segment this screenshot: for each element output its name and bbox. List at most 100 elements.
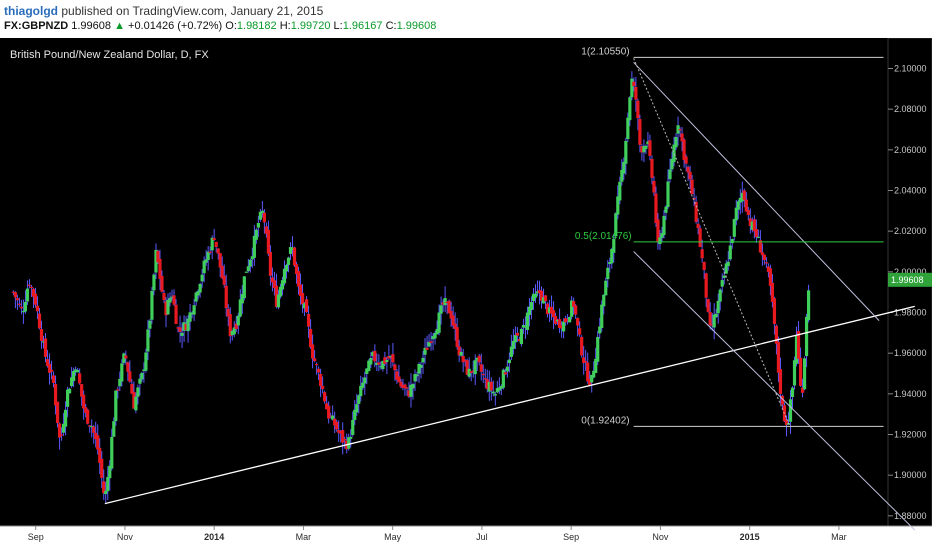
candle-body bbox=[539, 290, 544, 301]
candle-body bbox=[108, 465, 112, 479]
author-link[interactable]: thiagolgd bbox=[4, 4, 58, 18]
candle-body bbox=[63, 409, 68, 427]
candle-body bbox=[152, 274, 156, 291]
candle-body bbox=[395, 371, 399, 380]
low-label: L: bbox=[333, 20, 343, 32]
candle-body bbox=[369, 358, 373, 365]
candle-body bbox=[479, 364, 483, 372]
candle-body bbox=[465, 360, 469, 375]
candle-body bbox=[353, 409, 357, 420]
candle-body bbox=[359, 385, 363, 397]
candle-body bbox=[686, 166, 690, 173]
candle-body bbox=[246, 266, 250, 272]
candle-body bbox=[431, 336, 435, 340]
candle-body bbox=[226, 308, 230, 317]
candle-body bbox=[329, 415, 333, 417]
symbol-label[interactable]: FX:GBPNZD bbox=[4, 20, 69, 32]
candle-body bbox=[280, 280, 285, 290]
candle-body bbox=[662, 215, 666, 236]
support-trendline bbox=[104, 305, 915, 505]
candle-body bbox=[351, 419, 355, 435]
candle-body bbox=[580, 337, 584, 356]
candle-body bbox=[310, 344, 315, 359]
candle-body bbox=[325, 403, 329, 410]
change-up-arrow-icon: ▲ bbox=[114, 20, 125, 32]
candle-body bbox=[184, 323, 188, 331]
candle-body bbox=[343, 439, 347, 441]
candle-body bbox=[174, 304, 178, 325]
candle-body bbox=[668, 169, 672, 180]
candle-body bbox=[718, 289, 722, 302]
candle-body bbox=[335, 421, 339, 430]
candle-body bbox=[519, 328, 524, 345]
candle-body bbox=[557, 319, 562, 328]
low-value: 1.96167 bbox=[342, 20, 383, 32]
candle-body bbox=[421, 357, 425, 363]
candle-body bbox=[371, 351, 375, 356]
x-axis-panel[interactable] bbox=[0, 526, 932, 550]
candle-body bbox=[375, 362, 379, 366]
candle-body bbox=[622, 161, 626, 174]
candle-body bbox=[266, 229, 271, 254]
candle-body bbox=[616, 196, 620, 215]
candle-body bbox=[47, 363, 52, 373]
candle-body bbox=[222, 275, 226, 285]
candle-body bbox=[210, 237, 214, 251]
candle-body bbox=[104, 490, 108, 495]
candle-body bbox=[66, 389, 70, 407]
candle-body bbox=[529, 302, 534, 310]
candle-body bbox=[582, 357, 586, 364]
candle-body bbox=[278, 286, 283, 297]
candle-body bbox=[17, 303, 22, 305]
candle-body bbox=[170, 296, 174, 298]
candle-body bbox=[118, 378, 122, 387]
candle-body bbox=[292, 247, 297, 266]
candle-body bbox=[730, 239, 734, 244]
candle-body bbox=[186, 318, 190, 332]
candle-body bbox=[74, 369, 78, 373]
candle-body bbox=[106, 477, 110, 492]
candle-body bbox=[710, 324, 714, 326]
candle-body bbox=[760, 252, 764, 256]
candle-body bbox=[68, 388, 72, 394]
candle-body bbox=[23, 301, 28, 312]
candle-body bbox=[102, 481, 106, 494]
candle-body bbox=[220, 265, 224, 279]
candle-body bbox=[337, 430, 341, 433]
price-chart[interactable]: British Pound/New Zealand Dollar, D, FX … bbox=[0, 38, 932, 550]
candle-body bbox=[172, 295, 176, 305]
candle-body bbox=[43, 338, 48, 357]
candle-body bbox=[192, 305, 196, 315]
x-tick-label: Sep bbox=[28, 532, 44, 542]
candle-body bbox=[596, 336, 600, 362]
candle-body bbox=[606, 267, 610, 280]
candle-body bbox=[86, 409, 90, 424]
candle-body bbox=[590, 374, 594, 383]
candle-body bbox=[632, 81, 636, 87]
y-tick-label: 2.00000 bbox=[894, 267, 927, 277]
candle-body bbox=[792, 360, 797, 386]
candle-body bbox=[154, 249, 158, 273]
y-tick-label: 1.96000 bbox=[894, 348, 927, 358]
chart-area[interactable]: British Pound/New Zealand Dollar, D, FX … bbox=[0, 38, 932, 550]
candle-body bbox=[21, 311, 26, 313]
candle-body bbox=[553, 315, 558, 324]
candle-body bbox=[612, 238, 616, 253]
candle-body bbox=[537, 290, 542, 294]
published-text: published on TradingView.com, January 21… bbox=[61, 4, 324, 18]
candle-body bbox=[634, 86, 638, 100]
candle-body bbox=[132, 391, 136, 409]
candle-body bbox=[57, 423, 62, 438]
candle-body bbox=[112, 421, 116, 437]
candle-body bbox=[423, 347, 427, 355]
candle-body bbox=[527, 306, 532, 316]
candle-body bbox=[190, 312, 194, 315]
candle-body bbox=[260, 210, 264, 214]
candle-body bbox=[688, 171, 692, 180]
candle-body bbox=[706, 299, 710, 312]
candle-body bbox=[626, 117, 630, 140]
candle-body bbox=[551, 310, 556, 318]
candle-body bbox=[503, 372, 507, 375]
candle-body bbox=[429, 341, 433, 343]
candle-body bbox=[505, 366, 509, 372]
